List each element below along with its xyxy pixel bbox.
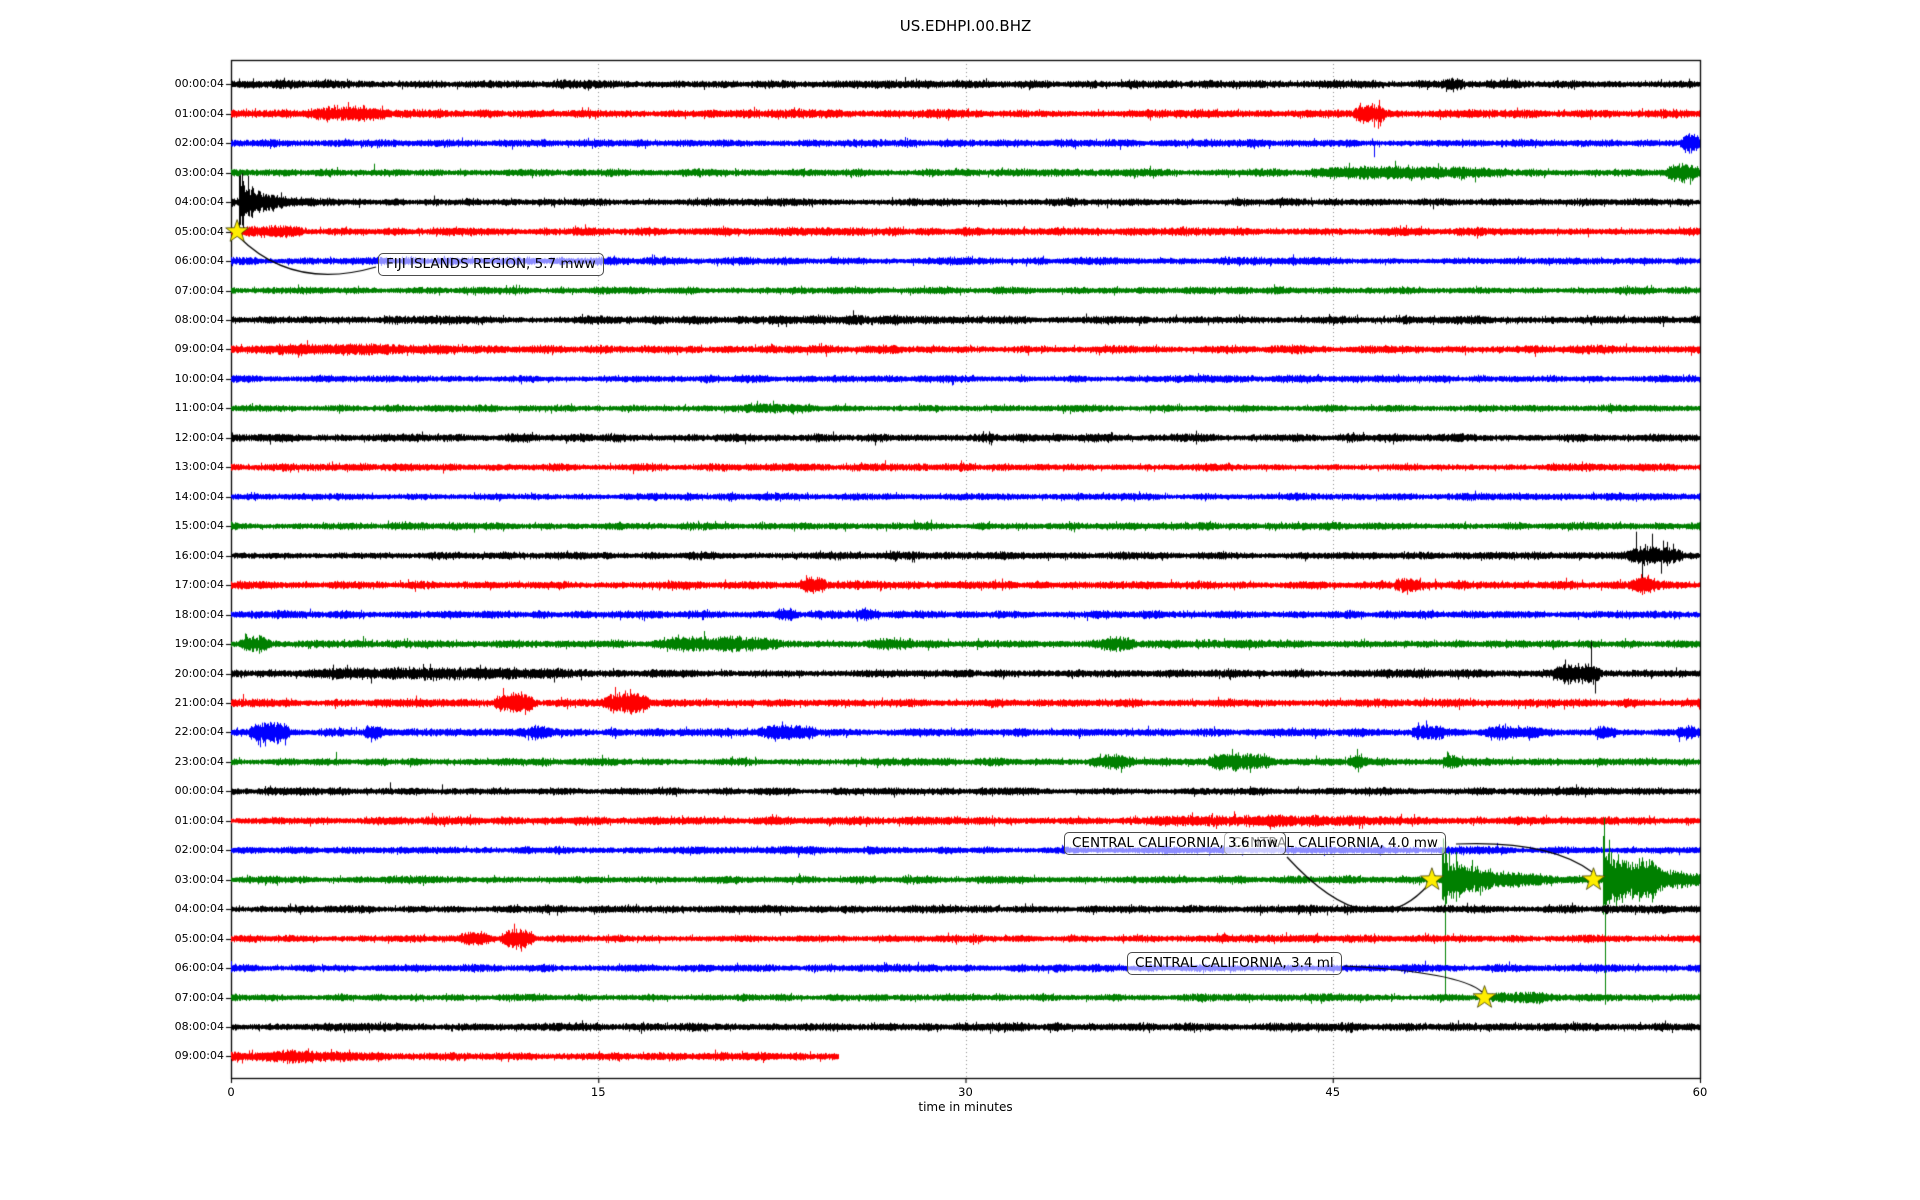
trace-time-label: 01:00:04 xyxy=(174,106,224,120)
event-annotation-cc34: CENTRAL CALIFORNIA, 3.4 ml xyxy=(1127,952,1342,975)
event-annotation-cc36: CENTRAL CALIFORNIA, 3.6 mw xyxy=(1064,832,1286,855)
trace-time-label: 23:00:04 xyxy=(174,754,224,768)
trace-time-label: 07:00:04 xyxy=(174,990,224,1004)
x-tick-label: 45 xyxy=(1325,1085,1341,1099)
trace-time-label: 12:00:04 xyxy=(174,430,224,444)
trace-time-label: 17:00:04 xyxy=(174,578,224,592)
trace-time-label: 02:00:04 xyxy=(174,136,224,150)
trace-time-label: 21:00:04 xyxy=(174,695,224,709)
trace-time-label: 05:00:04 xyxy=(174,931,224,945)
trace-time-label: 02:00:04 xyxy=(174,843,224,857)
figure-title: US.EDHPI.00.BHZ xyxy=(899,17,1032,35)
trace-time-label: 09:00:04 xyxy=(174,342,224,356)
trace-time-label: 04:00:04 xyxy=(174,195,224,209)
trace-time-label: 04:00:04 xyxy=(174,902,224,916)
trace-time-label: 05:00:04 xyxy=(174,224,224,238)
x-tick-label: 15 xyxy=(590,1085,606,1099)
trace-time-label: 11:00:04 xyxy=(174,401,224,415)
trace-time-label: 08:00:04 xyxy=(174,1020,224,1034)
trace-time-label: 00:00:04 xyxy=(174,77,224,91)
trace-time-label: 07:00:04 xyxy=(174,283,224,297)
trace-time-label: 01:00:04 xyxy=(174,813,224,827)
x-tick-label: 60 xyxy=(1692,1085,1708,1099)
trace-time-label: 03:00:04 xyxy=(174,872,224,886)
trace-time-label: 13:00:04 xyxy=(174,460,224,474)
trace-time-label: 22:00:04 xyxy=(174,725,224,739)
x-tick-label: 0 xyxy=(227,1085,235,1099)
trace-time-label: 20:00:04 xyxy=(174,666,224,680)
trace-time-label: 08:00:04 xyxy=(174,312,224,326)
trace-time-label: 06:00:04 xyxy=(174,961,224,975)
trace-time-label: 09:00:04 xyxy=(174,1049,224,1063)
trace-time-label: 14:00:04 xyxy=(174,489,224,503)
trace-time-label: 16:00:04 xyxy=(174,548,224,562)
trace-time-label: 00:00:04 xyxy=(174,784,224,798)
trace-time-label: 06:00:04 xyxy=(174,254,224,268)
x-axis-title: time in minutes xyxy=(918,1100,1013,1114)
trace-time-label: 03:00:04 xyxy=(174,165,224,179)
x-tick-label: 30 xyxy=(958,1085,973,1099)
trace-time-label: 18:00:04 xyxy=(174,607,224,621)
event-annotation-fiji: FIJI ISLANDS REGION, 5.7 mww xyxy=(378,253,604,276)
trace-time-label: 10:00:04 xyxy=(174,371,224,385)
trace-time-label: 15:00:04 xyxy=(174,519,224,533)
trace-time-label: 19:00:04 xyxy=(174,637,224,651)
